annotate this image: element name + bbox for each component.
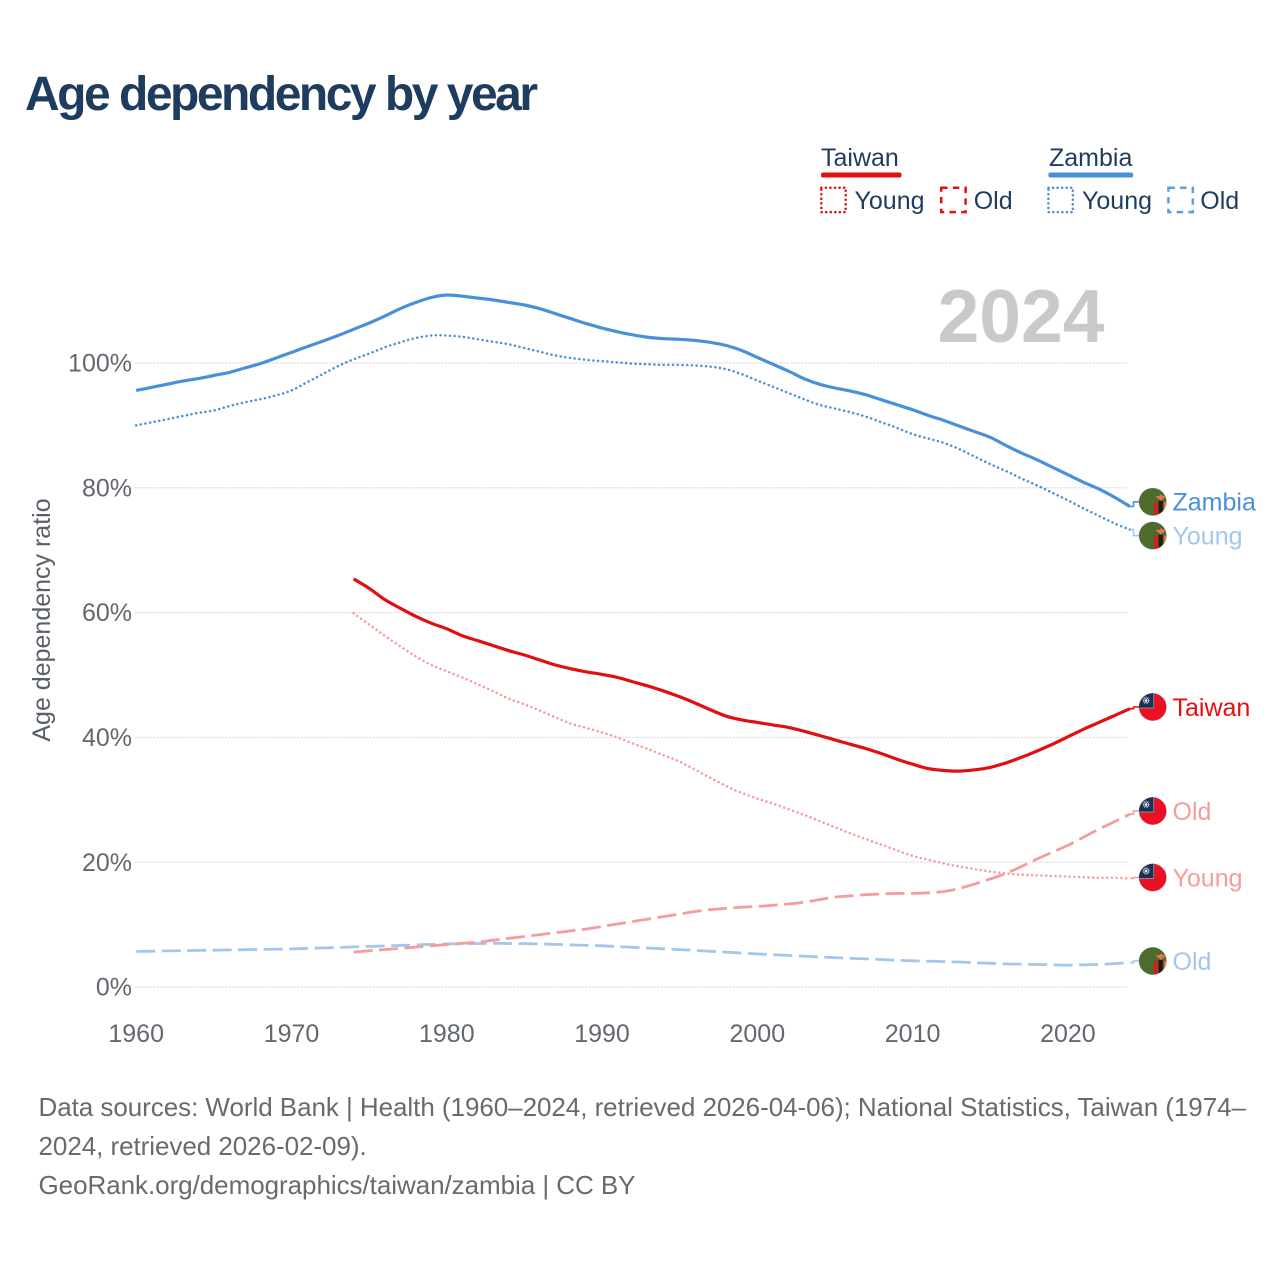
svg-text:Young: Young bbox=[1173, 522, 1243, 550]
svg-text:1970: 1970 bbox=[264, 1020, 320, 1048]
svg-text:1980: 1980 bbox=[419, 1020, 475, 1048]
svg-text:Zambia: Zambia bbox=[1049, 144, 1132, 172]
svg-text:80%: 80% bbox=[82, 474, 132, 502]
svg-text:2020: 2020 bbox=[1040, 1020, 1096, 1048]
svg-text:GeoRank.org/demographics/taiwa: GeoRank.org/demographics/taiwan/zambia |… bbox=[39, 1170, 636, 1200]
svg-text:Old: Old bbox=[974, 187, 1013, 215]
svg-text:2024: 2024 bbox=[938, 274, 1105, 358]
svg-text:2024, retrieved 2026-02-09).: 2024, retrieved 2026-02-09). bbox=[39, 1131, 367, 1161]
svg-text:100%: 100% bbox=[68, 350, 132, 378]
svg-text:1960: 1960 bbox=[108, 1020, 164, 1048]
svg-text:Age dependency ratio: Age dependency ratio bbox=[28, 498, 56, 741]
svg-text:40%: 40% bbox=[82, 724, 132, 752]
svg-text:0%: 0% bbox=[96, 974, 132, 1002]
svg-text:2010: 2010 bbox=[885, 1020, 941, 1048]
svg-text:Young: Young bbox=[1173, 864, 1243, 892]
svg-text:Old: Old bbox=[1200, 187, 1239, 215]
svg-text:Taiwan: Taiwan bbox=[821, 144, 899, 172]
svg-text:2000: 2000 bbox=[729, 1020, 785, 1048]
svg-text:Young: Young bbox=[1082, 187, 1152, 215]
svg-text:20%: 20% bbox=[82, 849, 132, 877]
svg-text:Old: Old bbox=[1173, 948, 1212, 976]
svg-text:Taiwan: Taiwan bbox=[1173, 694, 1251, 722]
svg-text:1990: 1990 bbox=[574, 1020, 630, 1048]
svg-text:Age dependency by year: Age dependency by year bbox=[25, 68, 537, 121]
svg-text:Zambia: Zambia bbox=[1173, 489, 1256, 517]
svg-text:Data sources: World Bank | Hea: Data sources: World Bank | Health (1960–… bbox=[39, 1092, 1247, 1122]
svg-text:Young: Young bbox=[855, 187, 925, 215]
svg-text:60%: 60% bbox=[82, 599, 132, 627]
svg-text:Old: Old bbox=[1173, 798, 1212, 826]
